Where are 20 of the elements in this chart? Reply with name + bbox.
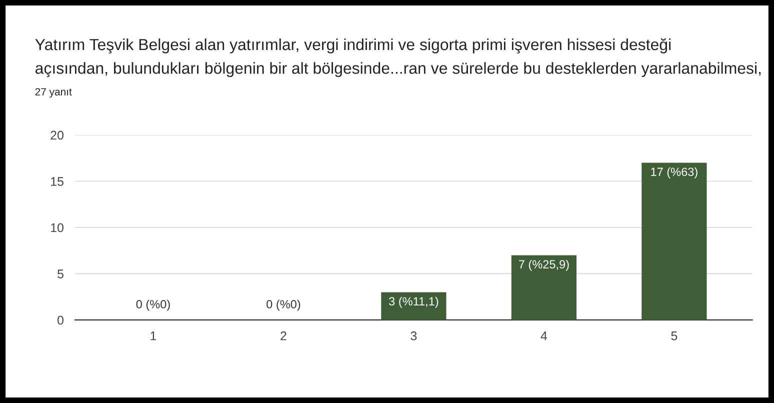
x-tick-label: 1 [150,332,156,340]
y-tick-label: 5 [58,270,64,278]
y-tick-label: 10 [51,223,64,232]
data-label: 3 (%11,1) [389,296,438,308]
x-tick-label: 5 [671,332,678,340]
data-label: 7 (%25,9) [518,260,569,271]
y-tick-label: 20 [50,130,64,140]
data-label: 0 (%0) [266,300,300,311]
y-tick-label: 0 [58,316,64,325]
x-tick-label: 3 [410,331,417,340]
chart-subtitle: 27 yanıt [35,88,72,98]
bar [511,255,577,320]
y-tick-label: 15 [51,177,64,186]
x-tick-label: 4 [540,332,548,340]
bar [381,292,446,320]
x-tick-label: 2 [280,331,286,340]
bar [642,162,707,320]
data-label: 17 (%63) [651,167,698,178]
chart-title: Yatırım Teşvik Belgesi alan yatırımlar, vergi indirimi ve sigorta primi işveren hissesi desteği açısından, bulundukları bölgenin bir alt bölgesinde...ran ve sürelerde bu desteklerden yararlanabilmesi, [35,38,761,78]
data-label: 0 (%0) [136,300,170,311]
